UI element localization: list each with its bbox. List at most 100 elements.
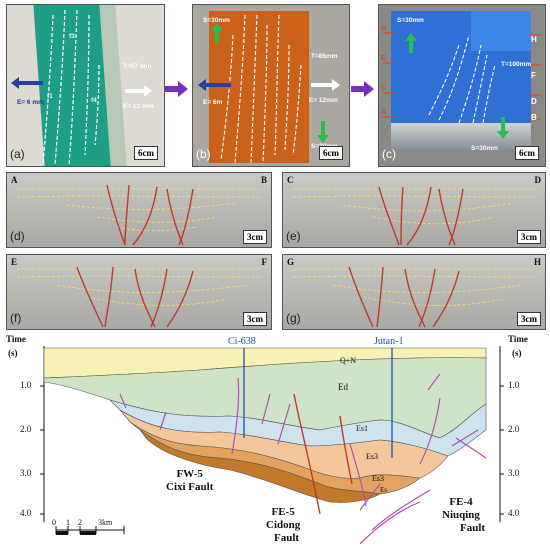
label-f3: f3 (69, 33, 75, 40)
arrow-down-icon (501, 117, 505, 131)
side-letter-H: H (531, 35, 537, 44)
corner-right: B (260, 175, 267, 185)
fault-fe4: FE-4 Niuqing (442, 496, 480, 522)
side-letter-F: F (531, 71, 536, 80)
ytick-left-2: 2.0 (20, 424, 32, 434)
corner-right: F (261, 257, 268, 267)
scale-tick-0: 0 (52, 518, 56, 527)
side-letter-B: B (531, 113, 537, 122)
arrow-right-icon (125, 89, 145, 93)
scale-bar: 3cm (517, 312, 541, 326)
seismic-section: Time (s) Time (s) 1.0 2.0 3.0 4.0 1.0 2.… (0, 334, 550, 549)
text-T: T=57 mm (123, 63, 152, 70)
scale-tick-2: 2 (78, 518, 82, 527)
arrow-up-icon (215, 29, 219, 43)
panel-d: A B (d) 3cm (6, 172, 272, 248)
text-E2: E= 6 mm (17, 99, 44, 106)
ytick-right-2: 2.0 (508, 424, 520, 434)
fault-fe4-code: FE-4 (449, 496, 473, 508)
panel-b: S=30mm T=85mm E= 12mm E= 6m S=30mm (b) 6… (192, 4, 350, 167)
section-lines (16, 266, 262, 328)
scale-bar: 6cm (515, 146, 539, 160)
corner-right: D (534, 175, 542, 185)
corner-left: E (11, 257, 18, 267)
blue-upper (471, 11, 531, 51)
scale-bar: 3cm (243, 312, 267, 326)
arrow-left-head-icon (11, 77, 19, 89)
arrow-up-head-icon (405, 33, 417, 41)
unit-es3a: Es3 (366, 452, 378, 461)
section-lines (292, 266, 536, 328)
ytick-left-4: 4.0 (20, 508, 32, 518)
arrow-down-head-icon (497, 131, 509, 139)
left-letter-E: E (381, 55, 386, 62)
arrow-left-icon (17, 81, 43, 85)
panel-label: (d) (10, 229, 25, 243)
unit-label-right: (s) (512, 348, 522, 358)
arrow-down-icon (321, 121, 325, 135)
seismic-svg (40, 346, 504, 545)
text-E: E= 12mm (309, 97, 338, 104)
fault-fe5-suffix: Fault (274, 532, 300, 544)
fault-fw5-code: FW-5 (176, 468, 203, 480)
well-jutan1: Jutan-1 (374, 336, 404, 347)
left-letter-A: A (381, 109, 387, 116)
unit-es: Es (380, 486, 387, 494)
arrow-down-head-icon (317, 135, 329, 143)
panel-label: (g) (286, 311, 301, 325)
arrow-left-head-icon (198, 79, 206, 91)
time-label-right: Time (508, 334, 528, 344)
unit-qn: Q+N (340, 356, 357, 365)
fault-lines (220, 14, 302, 164)
fault-fe4-suffix: Fault (460, 522, 486, 534)
section-lines (16, 184, 262, 246)
scale-bar: 3cm (517, 230, 541, 244)
text-S-top: S=30mm (203, 17, 230, 24)
fault-lines (383, 32, 541, 124)
corner-left: G (287, 257, 295, 267)
ytick-right-4: 4.0 (508, 508, 520, 518)
section-lines (292, 186, 536, 246)
fault-fe4-name: Niuqing (442, 509, 480, 521)
unit-ed: Ed (338, 382, 348, 392)
fault-fe5: FE-5 Cidong (266, 506, 300, 532)
arrow-right-icon (311, 83, 333, 87)
scale-bar: 3cm (243, 230, 267, 244)
ytick-left-3: 3.0 (20, 468, 32, 478)
unit-es3b: Es3 (372, 474, 384, 483)
scale-tick-3: 3km (98, 518, 113, 527)
panel-f: E F (f) 3cm (6, 254, 272, 330)
fault-lines (42, 9, 100, 166)
corner-left: C (287, 175, 294, 185)
scale-bar: 6cm (319, 146, 343, 160)
fault-fw5: FW-5 Cixi Fault (166, 468, 213, 494)
side-letter-D: D (531, 97, 537, 106)
text-S-top: S=30mm (397, 17, 424, 24)
text-T: T=100mm (501, 61, 532, 68)
text-T: T=85mm (311, 53, 338, 60)
arrow-bc-head-icon (364, 81, 374, 97)
left-letter-G: G (381, 25, 387, 32)
panel-g: G H (g) 3cm (282, 254, 546, 330)
unit-label-left: (s) (8, 348, 18, 358)
text-S-bot: S=30mm (471, 145, 498, 152)
text-E2: E= 6m (203, 99, 223, 106)
text-E: E= 12 mm (123, 103, 154, 110)
left-letter-C: C (381, 85, 387, 92)
arrow-left-icon (205, 83, 231, 87)
panel-label: (b) (196, 147, 211, 161)
orange-block (209, 11, 309, 163)
panel-label: (e) (286, 229, 301, 243)
arrow-right-head-icon (332, 79, 340, 91)
label-f4: f4 (91, 97, 97, 104)
ytick-left-1: 1.0 (20, 380, 32, 390)
arrow-ab-head-icon (178, 81, 188, 97)
panel-label: (a) (10, 147, 25, 161)
unit-es1: Es1 (356, 424, 368, 433)
panel-a: f1 f3 f4 T=57 mm E= 12 mm E= 6 mm (a) 6c… (6, 4, 165, 167)
arrow-bc-icon (351, 86, 365, 92)
scale-bar: 6cm (134, 146, 158, 160)
scale-tick-1: 1 (66, 518, 70, 527)
arrow-up-icon (409, 39, 413, 53)
well-ci638: Ci-638 (228, 336, 256, 347)
